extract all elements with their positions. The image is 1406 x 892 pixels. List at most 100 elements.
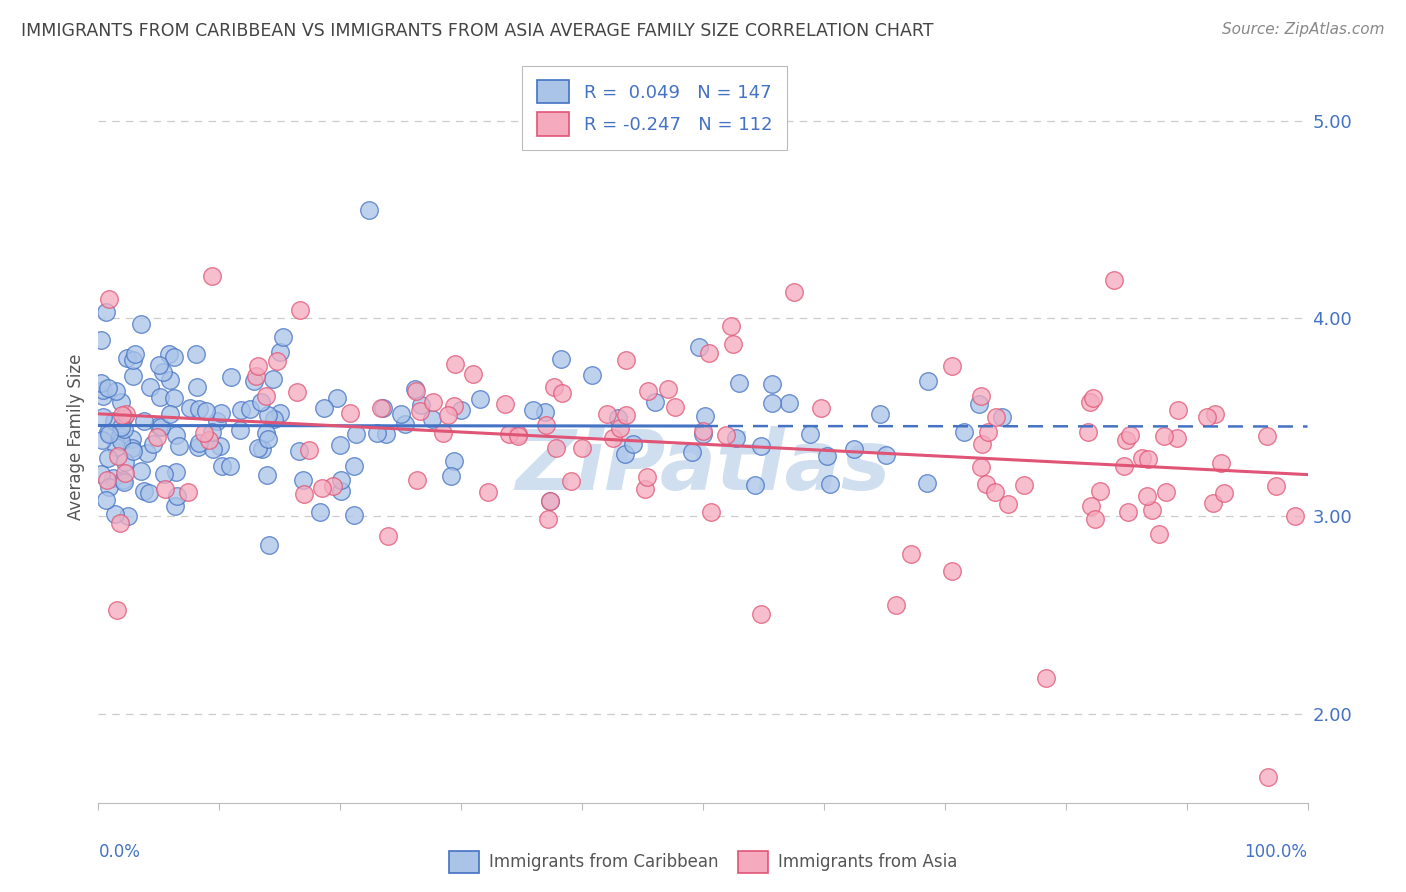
Point xyxy=(114,466,136,480)
Point xyxy=(211,459,233,474)
Point xyxy=(308,505,330,519)
Point xyxy=(1136,452,1159,467)
Point xyxy=(153,482,176,496)
Point xyxy=(159,408,181,422)
Text: 0.0%: 0.0% xyxy=(98,843,141,861)
Point xyxy=(138,486,160,500)
Point xyxy=(110,429,132,443)
Point xyxy=(96,473,118,487)
Point xyxy=(1284,509,1306,524)
Point xyxy=(941,564,963,578)
Point xyxy=(138,380,160,394)
Point xyxy=(749,607,772,621)
Point xyxy=(749,439,772,453)
Point xyxy=(754,103,776,118)
Point xyxy=(1257,770,1279,784)
Point xyxy=(1084,511,1107,525)
Point xyxy=(104,440,127,454)
Point xyxy=(498,427,520,442)
Point xyxy=(720,319,742,334)
Point xyxy=(744,478,766,492)
Point xyxy=(443,399,465,413)
Point xyxy=(238,402,260,417)
Point xyxy=(477,485,499,500)
Point xyxy=(97,292,120,306)
Point xyxy=(186,347,208,361)
Point xyxy=(105,603,128,617)
Point xyxy=(915,476,938,491)
Point xyxy=(1119,427,1142,442)
Point xyxy=(842,442,865,456)
Point xyxy=(256,468,278,483)
Point xyxy=(359,202,381,217)
Point xyxy=(461,367,484,381)
Point xyxy=(614,408,637,422)
Point xyxy=(186,380,208,394)
Point xyxy=(111,474,134,488)
Point xyxy=(1167,403,1189,417)
Point xyxy=(134,414,156,428)
Point xyxy=(1035,671,1057,685)
Point xyxy=(343,508,366,522)
Point xyxy=(974,477,997,491)
Point xyxy=(153,467,176,481)
Point xyxy=(344,427,367,442)
Point xyxy=(810,401,832,415)
Point xyxy=(312,401,335,415)
Point xyxy=(1012,478,1035,492)
Point xyxy=(290,302,312,317)
Point xyxy=(103,471,125,485)
Point xyxy=(602,431,624,445)
Point xyxy=(148,358,170,372)
Point xyxy=(219,459,242,474)
Point xyxy=(311,482,333,496)
Point xyxy=(122,353,145,368)
Point xyxy=(115,351,138,365)
Point xyxy=(997,497,1019,511)
Point xyxy=(263,412,285,426)
Point xyxy=(1090,483,1112,498)
Point xyxy=(1112,458,1135,473)
Point xyxy=(165,465,187,479)
Point xyxy=(1256,429,1278,443)
Point xyxy=(983,485,1005,500)
Point xyxy=(179,401,201,415)
Point xyxy=(339,406,361,420)
Point xyxy=(506,426,529,441)
Point xyxy=(247,441,270,455)
Point xyxy=(1077,425,1099,440)
Point xyxy=(1213,486,1236,500)
Point xyxy=(450,403,472,417)
Point xyxy=(115,407,138,421)
Point xyxy=(371,401,394,415)
Point xyxy=(90,376,112,391)
Point xyxy=(1204,407,1226,421)
Point xyxy=(297,443,319,458)
Point xyxy=(422,395,444,409)
Point xyxy=(110,434,132,448)
Point xyxy=(254,425,277,440)
Point xyxy=(1209,456,1232,470)
Point xyxy=(90,433,112,447)
Point xyxy=(394,417,416,432)
Point xyxy=(285,384,308,399)
Point xyxy=(197,433,219,447)
Point xyxy=(201,442,224,456)
Point xyxy=(761,396,783,410)
Point xyxy=(664,400,686,414)
Point xyxy=(110,419,132,434)
Point xyxy=(187,402,209,417)
Point xyxy=(977,425,1000,440)
Point xyxy=(697,345,720,359)
Point xyxy=(970,459,993,474)
Point xyxy=(688,340,710,354)
Point xyxy=(581,368,603,382)
Point xyxy=(1202,496,1225,510)
Point xyxy=(271,330,294,344)
Point xyxy=(815,450,838,464)
Point xyxy=(205,414,228,428)
Point xyxy=(692,424,714,438)
Point xyxy=(121,444,143,458)
Point xyxy=(984,409,1007,424)
Point xyxy=(391,407,413,421)
